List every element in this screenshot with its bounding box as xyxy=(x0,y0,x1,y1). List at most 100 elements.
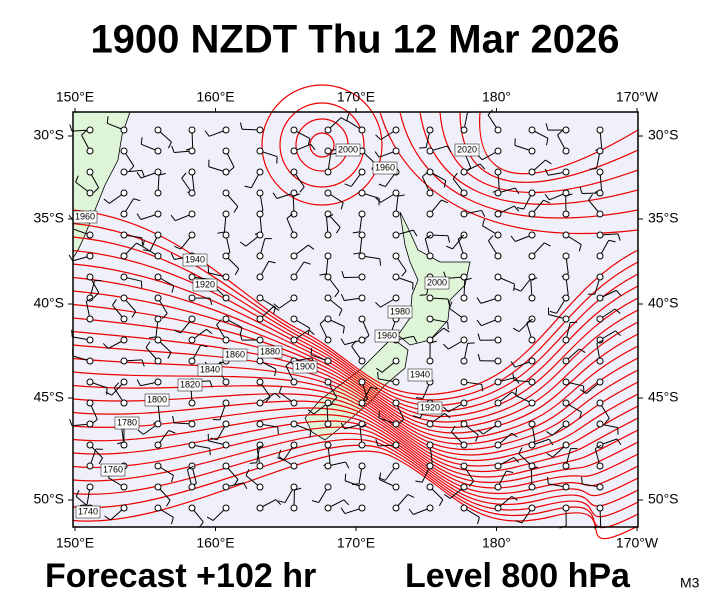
barb xyxy=(421,171,434,197)
barb xyxy=(86,273,100,298)
barb xyxy=(589,147,604,170)
barb xyxy=(426,315,449,330)
barb xyxy=(562,231,582,252)
barb xyxy=(487,235,502,260)
barb xyxy=(557,129,570,155)
barb xyxy=(487,109,502,134)
contour-label-box xyxy=(292,360,318,374)
barb xyxy=(587,273,604,295)
barb xyxy=(310,347,332,365)
barb xyxy=(426,231,451,243)
barb xyxy=(392,399,405,425)
isobar xyxy=(261,84,383,206)
barb xyxy=(113,382,128,407)
barb xyxy=(120,231,144,245)
contour-label: 2000 xyxy=(427,277,447,287)
barb xyxy=(154,430,176,449)
barb xyxy=(443,399,468,413)
barb xyxy=(596,420,619,435)
axes: 150°E 150°E 160°E 160°E 170°E 170°E 180° 180° 17… xyxy=(33,89,678,551)
barb xyxy=(375,294,400,308)
barb xyxy=(324,273,340,298)
barb xyxy=(239,122,264,134)
barb xyxy=(290,126,311,146)
barb xyxy=(222,482,248,491)
barb xyxy=(528,199,551,218)
barb xyxy=(426,199,448,218)
barb xyxy=(86,441,103,465)
lat-label-left: 45°S xyxy=(33,389,64,405)
barb xyxy=(340,293,366,302)
contour-label-box xyxy=(100,463,126,477)
lon-label-top: 150°E xyxy=(56,89,94,105)
barb xyxy=(377,371,400,386)
barb xyxy=(476,294,502,304)
barb xyxy=(173,315,196,334)
barb xyxy=(120,168,145,178)
barb xyxy=(579,186,604,197)
contour-label: 1760 xyxy=(103,464,123,474)
lon-label-bottom: 180° xyxy=(482,535,511,551)
barb xyxy=(188,344,208,365)
barb xyxy=(85,297,94,323)
barb xyxy=(460,209,486,218)
barb xyxy=(426,340,437,365)
barb xyxy=(222,189,239,213)
barb xyxy=(154,294,168,319)
contour-label-box xyxy=(192,278,218,292)
barb xyxy=(352,462,366,486)
barb xyxy=(545,123,570,134)
barb xyxy=(245,468,264,491)
barb xyxy=(222,315,243,335)
barb xyxy=(546,420,570,436)
isobar xyxy=(72,317,639,440)
barb xyxy=(460,378,484,392)
barb xyxy=(86,279,102,302)
barb xyxy=(256,499,282,512)
barb xyxy=(154,336,172,359)
barb xyxy=(528,277,538,302)
barb xyxy=(120,273,143,289)
contour-label: 1900 xyxy=(295,361,315,371)
barb xyxy=(494,456,520,470)
barb xyxy=(136,210,162,220)
barb xyxy=(324,403,334,428)
barb xyxy=(256,238,272,260)
barb xyxy=(102,336,128,349)
barb xyxy=(137,420,162,435)
barb xyxy=(71,329,94,344)
barb xyxy=(392,194,405,218)
isobar xyxy=(379,111,639,235)
barb xyxy=(528,159,552,176)
barb xyxy=(451,425,468,449)
barb xyxy=(120,357,145,367)
barb xyxy=(340,504,366,515)
barb xyxy=(278,385,298,407)
barb xyxy=(272,189,298,199)
barb xyxy=(448,301,468,323)
contour-label-box xyxy=(182,253,208,267)
barb xyxy=(222,252,240,276)
contour-label-box xyxy=(257,345,283,359)
barb xyxy=(528,242,551,260)
lat-label-right: 30°S xyxy=(648,127,679,143)
barb xyxy=(376,357,400,373)
barb xyxy=(204,126,230,137)
contour-label: 1980 xyxy=(390,306,410,316)
barb xyxy=(494,470,514,491)
barb xyxy=(86,378,108,395)
barb xyxy=(494,495,518,512)
barb xyxy=(426,413,451,428)
barb xyxy=(171,145,196,155)
contour-label-box xyxy=(335,143,361,157)
barb xyxy=(256,444,264,470)
contour-label-box xyxy=(144,393,170,407)
contour-label-box xyxy=(222,348,248,362)
lat-label-right: 40°S xyxy=(648,295,679,311)
barb xyxy=(154,504,174,525)
barb xyxy=(69,419,94,428)
barb xyxy=(378,411,400,428)
barb xyxy=(324,189,344,210)
lon-label-top: 180° xyxy=(482,89,511,105)
barb xyxy=(206,504,230,521)
